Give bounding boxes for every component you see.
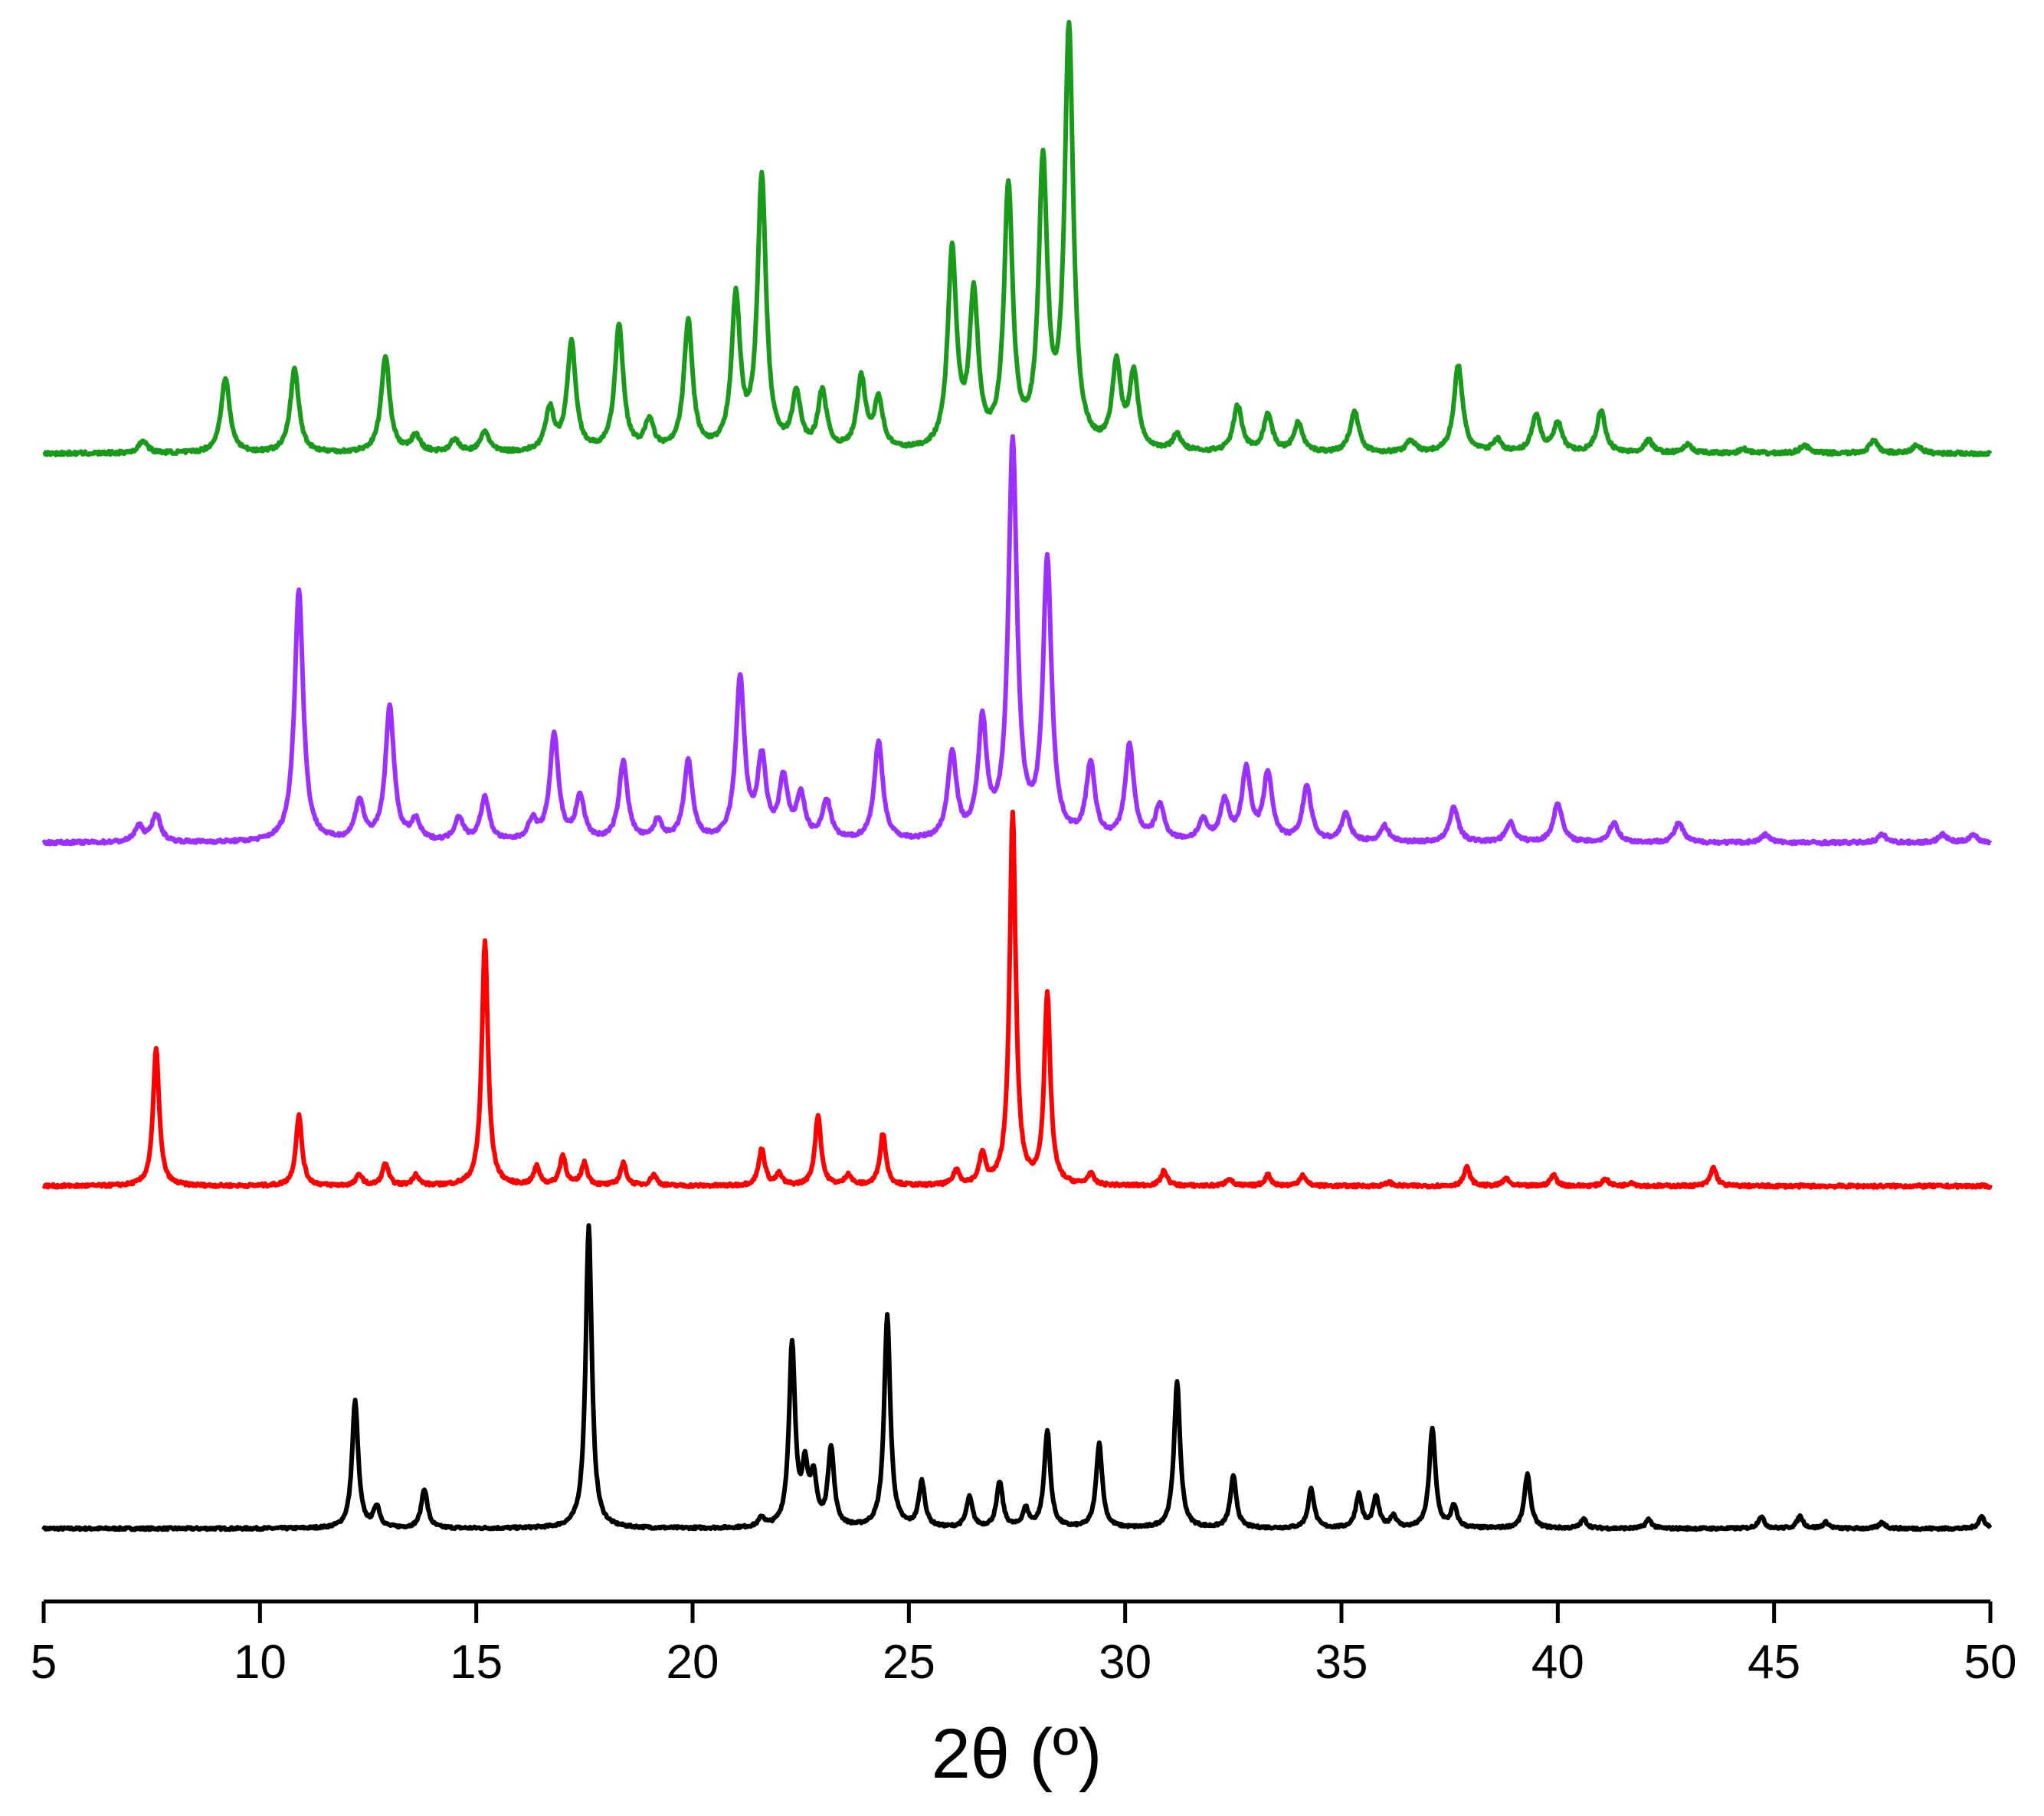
x-tick-label: 5 — [31, 1636, 57, 1689]
x-axis: 5 10 15 20 25 30 35 40 45 50 — [31, 1599, 2017, 1689]
x-tick-label: 50 — [1964, 1636, 2017, 1689]
series-line-3 — [41, 434, 1993, 847]
x-tick-label: 20 — [667, 1636, 719, 1689]
x-tick-label: 40 — [1531, 1636, 1584, 1689]
x-tick-label: 25 — [883, 1636, 935, 1689]
x-ticks: 5 10 15 20 25 30 35 40 45 50 — [31, 1601, 2017, 1689]
series-line-2 — [41, 809, 1993, 1190]
series-line-1 — [41, 1223, 1993, 1532]
x-axis-title: 2θ (º) — [932, 1715, 1102, 1793]
x-tick-label: 10 — [234, 1636, 287, 1689]
x-tick-label: 35 — [1315, 1636, 1368, 1689]
series-layer — [41, 19, 1993, 1532]
x-tick-label: 15 — [450, 1636, 503, 1689]
series-line-4 — [42, 19, 1993, 457]
x-tick-label: 30 — [1099, 1636, 1151, 1689]
x-tick-label: 45 — [1748, 1636, 1800, 1689]
